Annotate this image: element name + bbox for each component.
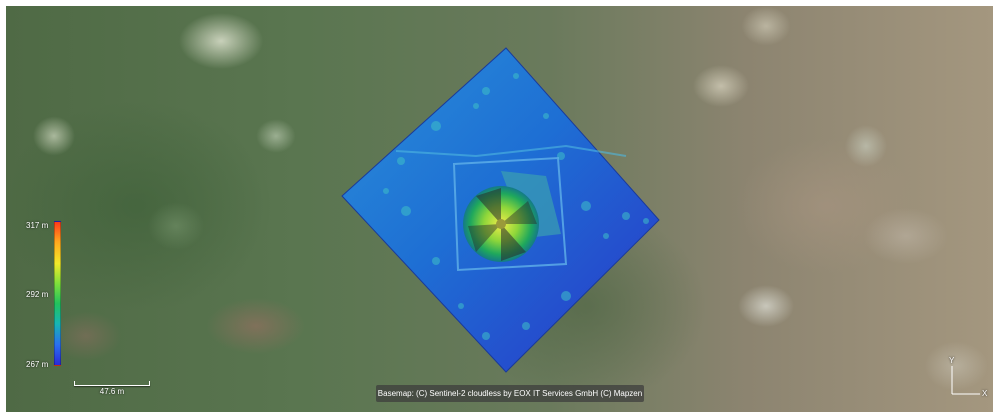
y-axis-label: Y <box>949 356 955 365</box>
elevation-model-layer[interactable] <box>6 6 993 412</box>
scale-bar: 47.6 m <box>74 379 150 396</box>
axes-indicator: Y X <box>940 356 990 401</box>
basemap-attribution: Basemap: (C) Sentinel-2 cloudless by EOX… <box>376 385 644 402</box>
path-line <box>395 144 627 158</box>
dsm-vegetation-texture <box>383 73 649 340</box>
map-viewport[interactable]: 317 m 292 m 267 m 47.6 m Basemap: (C) Se… <box>6 6 993 412</box>
dome-structure <box>463 186 539 262</box>
scale-bar-line <box>74 381 150 386</box>
building-footprint <box>452 156 568 272</box>
scale-bar-label: 47.6 m <box>99 387 125 396</box>
axes-icon <box>951 366 980 395</box>
x-axis-label: X <box>982 389 988 398</box>
